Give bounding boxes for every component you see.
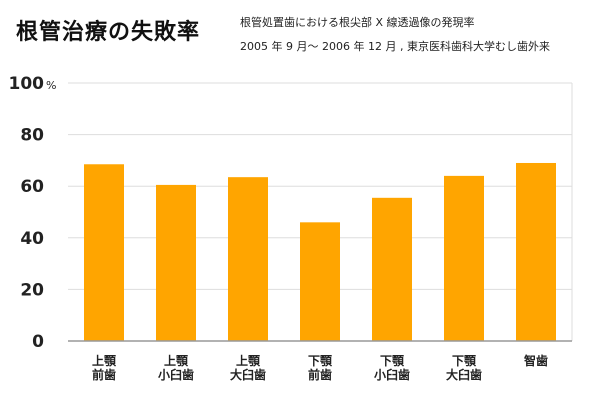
y-tick-label: 40 xyxy=(20,229,44,249)
y-tick-label: 20 xyxy=(20,280,44,300)
chart-subtitle-line-2: 2005 年 9 月〜 2006 年 12 月 , 東京医科歯科大学むし歯外来 xyxy=(240,40,550,53)
x-tick-label: 上顎 xyxy=(164,353,189,368)
x-tick-label: 上顎 xyxy=(236,353,261,368)
y-unit-label: % xyxy=(46,79,56,92)
chart-title: 根管治療の失敗率 xyxy=(16,20,201,45)
bar xyxy=(156,184,196,341)
x-tick-label: 下顎 xyxy=(452,354,477,368)
x-tick-label: 小臼歯 xyxy=(374,367,410,382)
bar xyxy=(372,197,412,341)
y-tick-label: 100 xyxy=(9,74,45,94)
x-tick-label: 小臼歯 xyxy=(158,367,194,382)
x-tick-label: 前歯 xyxy=(92,367,116,382)
bar xyxy=(300,222,340,341)
y-tick-label: 80 xyxy=(20,126,44,146)
y-tick-label: 60 xyxy=(20,177,44,197)
bar xyxy=(516,162,556,341)
x-tick-label: 大臼歯 xyxy=(446,367,482,382)
y-axis: 0 20 40 60 80 100% xyxy=(9,74,57,352)
bar xyxy=(228,177,268,341)
bars xyxy=(84,162,556,341)
y-tick-label: 0 xyxy=(32,332,44,352)
x-tick-label: 上顎 xyxy=(92,353,117,368)
x-tick-label: 下顎 xyxy=(380,354,405,368)
x-tick-label: 下顎 xyxy=(308,354,333,368)
chart-subtitle-line-1: 根管処置歯における根尖部 X 線透過像の発現率 xyxy=(240,16,475,29)
bar xyxy=(444,175,484,341)
x-tick-label: 智歯 xyxy=(523,353,548,368)
bar xyxy=(84,164,124,341)
x-tick-label: 前歯 xyxy=(308,367,332,382)
x-tick-label: 大臼歯 xyxy=(230,367,266,382)
